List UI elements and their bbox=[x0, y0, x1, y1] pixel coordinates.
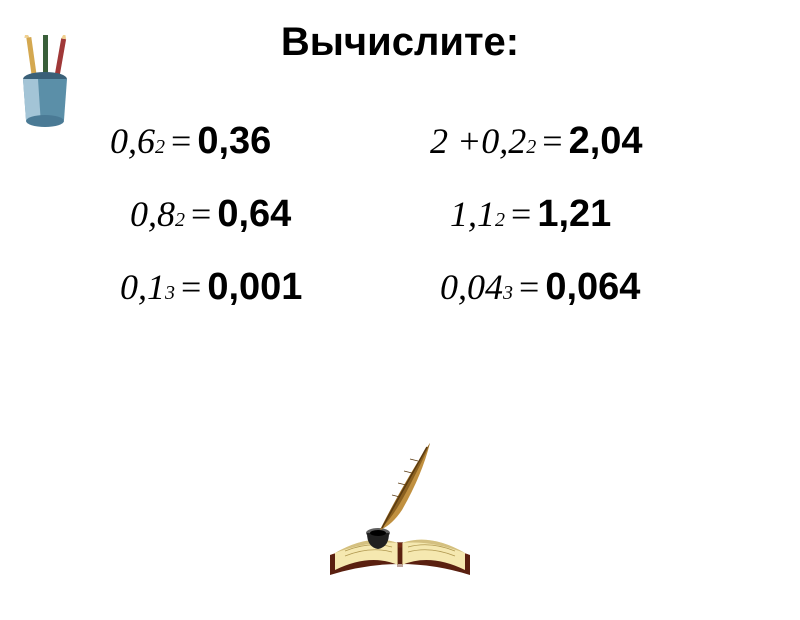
problem-row: 0,82=0,64 1,12=1,21 bbox=[0, 193, 800, 236]
expr-exponent: 3 bbox=[503, 282, 513, 305]
expr-exponent: 2 bbox=[175, 209, 185, 232]
problem-cell: 1,12 =1,21 bbox=[450, 193, 770, 236]
problem-cell: 0,62 =0,36 bbox=[110, 120, 430, 163]
answer-value: 0,64 bbox=[217, 193, 291, 236]
equals-sign: = bbox=[511, 193, 531, 235]
equals-sign: = bbox=[181, 266, 201, 308]
expr-exponent: 2 bbox=[155, 136, 165, 159]
pencil-cup-icon bbox=[15, 35, 85, 130]
expr-base: 0,04 bbox=[440, 266, 503, 308]
equals-sign: = bbox=[542, 120, 562, 162]
problem-row: 0,13=0,001 0,043=0,064 bbox=[0, 266, 800, 309]
answer-value: 1,21 bbox=[537, 193, 611, 236]
problem-cell: 2 + 0,22 =2,04 bbox=[430, 120, 750, 163]
expr-base: 0,8 bbox=[130, 193, 175, 235]
equals-sign: = bbox=[519, 266, 539, 308]
answer-value: 0,064 bbox=[545, 266, 640, 309]
expr-base: 0,1 bbox=[120, 266, 165, 308]
expr-base: 0,6 bbox=[110, 120, 155, 162]
page-title: Вычислите: bbox=[0, 20, 800, 65]
expr-base: 1,1 bbox=[450, 193, 495, 235]
book-quill-icon bbox=[310, 425, 490, 605]
problem-cell: 0,82 =0,64 bbox=[130, 193, 450, 236]
expr-exponent: 3 bbox=[165, 282, 175, 305]
problems-grid: 0,62=0,36 2 + 0,22=2,04 0,82=0,64 1,12=1… bbox=[0, 120, 800, 339]
problem-row: 0,62=0,36 2 + 0,22=2,04 bbox=[0, 120, 800, 163]
equals-sign: = bbox=[171, 120, 191, 162]
answer-value: 0,001 bbox=[207, 266, 302, 309]
expr-exponent: 2 bbox=[495, 209, 505, 232]
expr-exponent: 2 bbox=[526, 136, 536, 159]
expr-base: 0,2 bbox=[481, 120, 526, 162]
problem-cell: 0,043 =0,064 bbox=[440, 266, 760, 309]
answer-value: 0,36 bbox=[197, 120, 271, 163]
equals-sign: = bbox=[191, 193, 211, 235]
expr-prefix: 2 + bbox=[430, 120, 481, 162]
problem-cell: 0,13 =0,001 bbox=[120, 266, 440, 309]
answer-value: 2,04 bbox=[569, 120, 643, 163]
